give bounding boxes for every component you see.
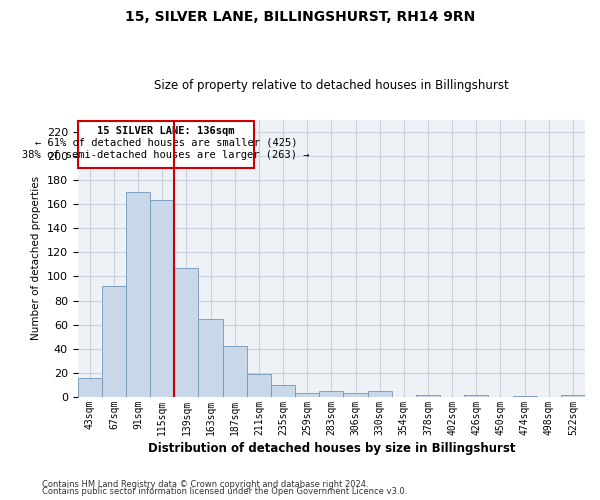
Text: 15 SILVER LANE: 136sqm: 15 SILVER LANE: 136sqm	[97, 126, 235, 136]
Bar	[223, 346, 247, 397]
Title: Size of property relative to detached houses in Billingshurst: Size of property relative to detached ho…	[154, 79, 509, 92]
Bar	[295, 394, 319, 397]
Text: ← 61% of detached houses are smaller (425): ← 61% of detached houses are smaller (42…	[35, 138, 298, 147]
Bar	[512, 396, 536, 397]
Bar	[199, 318, 223, 397]
Text: Contains HM Land Registry data © Crown copyright and database right 2024.: Contains HM Land Registry data © Crown c…	[42, 480, 368, 489]
X-axis label: Distribution of detached houses by size in Billingshurst: Distribution of detached houses by size …	[148, 442, 515, 455]
Bar	[150, 200, 175, 397]
Bar	[343, 394, 368, 397]
Bar	[271, 385, 295, 397]
Bar	[102, 286, 126, 397]
Bar	[175, 268, 199, 397]
Bar	[319, 391, 343, 397]
Text: 15, SILVER LANE, BILLINGSHURST, RH14 9RN: 15, SILVER LANE, BILLINGSHURST, RH14 9RN	[125, 10, 475, 24]
Text: 38% of semi-detached houses are larger (263) →: 38% of semi-detached houses are larger (…	[22, 150, 310, 160]
Bar	[561, 394, 585, 397]
FancyBboxPatch shape	[78, 121, 254, 168]
Bar	[126, 192, 150, 397]
Bar	[368, 391, 392, 397]
Bar	[416, 394, 440, 397]
Bar	[78, 378, 102, 397]
Y-axis label: Number of detached properties: Number of detached properties	[31, 176, 41, 340]
Bar	[464, 394, 488, 397]
Bar	[247, 374, 271, 397]
Text: Contains public sector information licensed under the Open Government Licence v3: Contains public sector information licen…	[42, 487, 407, 496]
